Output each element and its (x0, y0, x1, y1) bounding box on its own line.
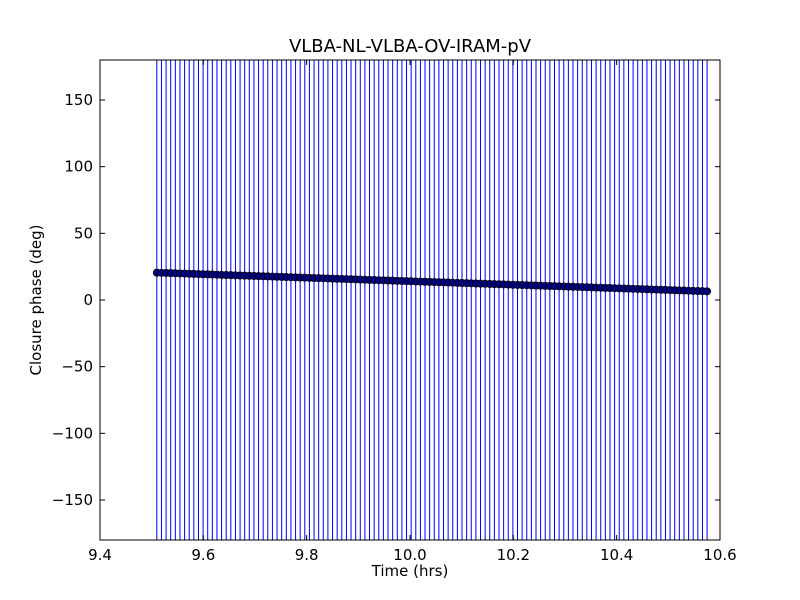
x-axis-title: Time (hrs) (371, 562, 449, 580)
chart-title: VLBA-NL-VLBA-OV-IRAM-pV (289, 36, 532, 57)
data-point (703, 288, 710, 295)
x-tick-label: 9.8 (295, 546, 319, 564)
y-tick-label: 50 (74, 224, 93, 242)
x-tick-label: 9.6 (191, 546, 215, 564)
y-tick-label: −100 (52, 424, 93, 442)
x-tick-label: 10.4 (600, 546, 633, 564)
x-tick-label: 10.6 (703, 546, 736, 564)
y-axis-title: Closure phase (deg) (27, 225, 45, 376)
y-tick-label: 150 (64, 91, 93, 109)
x-tick-label: 10.2 (497, 546, 530, 564)
x-tick-label: 9.4 (88, 546, 112, 564)
y-tick-label: 0 (83, 291, 93, 309)
y-tick-label: −50 (61, 358, 93, 376)
y-tick-label: 100 (64, 158, 93, 176)
y-tick-label: −150 (52, 491, 93, 509)
plot-area (100, 60, 720, 540)
